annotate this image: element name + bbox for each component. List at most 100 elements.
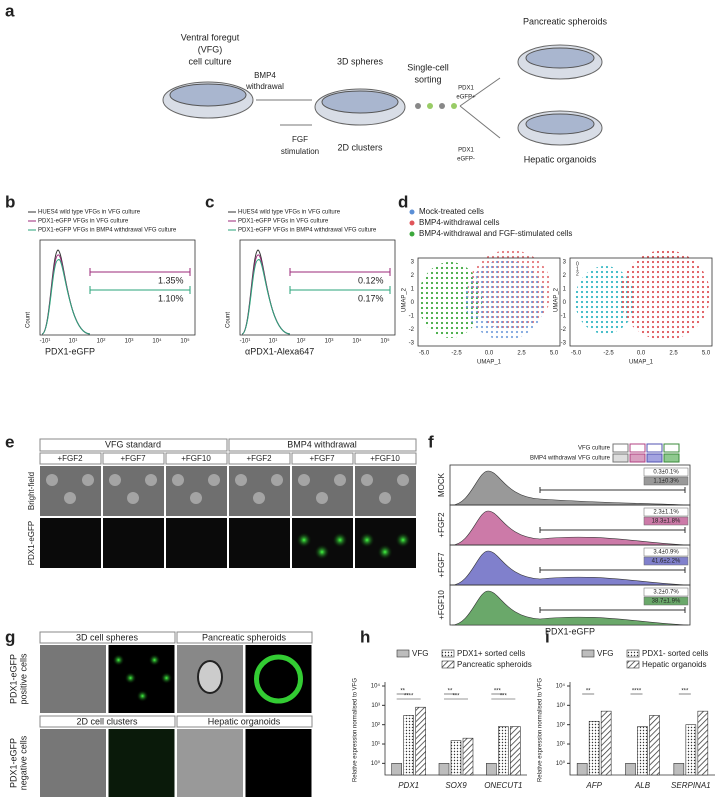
x-tick-label: 10³ <box>125 339 134 345</box>
panel-letter: c <box>205 192 214 211</box>
y-tick-label: 1 <box>563 287 567 293</box>
y-tick-label: 0 <box>411 300 415 306</box>
x-tick-label: ALB <box>634 781 651 790</box>
x-tick-label: 2.5 <box>517 351 526 357</box>
image <box>292 466 353 516</box>
x-tick-label: 10⁵ <box>380 338 390 345</box>
label: cell culture <box>188 56 231 66</box>
panel-a: a Ventral foregut (VFG) cell culture BMP… <box>5 1 608 164</box>
image-detail <box>334 474 346 486</box>
significance-label: *** <box>452 694 460 700</box>
label: withdrawal <box>245 82 284 91</box>
plot-frame <box>569 257 713 347</box>
gate-label: 38.7±1.9% <box>652 599 681 605</box>
x-tick-label: 10³ <box>325 339 334 345</box>
label: Hepatic organoids <box>524 154 597 164</box>
row-label: +FGF7 <box>437 552 446 578</box>
y-tick-label: -2 <box>561 327 567 333</box>
image-detail <box>46 474 58 486</box>
legend-label: Hepatic organoids <box>642 660 706 669</box>
image-detail <box>172 474 184 486</box>
dish <box>169 83 247 107</box>
gate-label: 1.10% <box>158 293 184 303</box>
image-detail <box>208 474 220 486</box>
y-tick-label: 3 <box>411 260 415 266</box>
histogram <box>41 259 91 335</box>
bar <box>462 737 474 776</box>
legend-label: HUES4 wild type VFGs in VFG culture <box>238 210 341 216</box>
column-header: +FGF10 <box>370 454 400 463</box>
group-header: VFG standard <box>105 439 161 449</box>
legend-swatch <box>663 453 680 463</box>
y-tick-label: 2 <box>563 273 567 279</box>
gate <box>89 268 191 276</box>
axis-label: PDX1-eGFP <box>45 346 95 356</box>
gate-box <box>643 507 689 517</box>
gate-box <box>643 547 689 557</box>
legend-label: Pancreatic spheroids <box>457 660 532 669</box>
gate-label: 2.3±1.1% <box>653 510 679 516</box>
image <box>229 466 290 516</box>
header-box <box>176 715 313 728</box>
x-tick-label: ONECUT1 <box>484 781 522 790</box>
row-label: +FGF2 <box>437 512 446 538</box>
dish <box>321 90 399 114</box>
x-tick-label: 10⁴ <box>352 338 362 345</box>
header-box <box>39 438 228 452</box>
gate-label: 0.12% <box>358 275 384 285</box>
label: sorting <box>414 74 441 84</box>
x-tick-label: 5.0 <box>550 351 559 357</box>
row-label: PDX1-eGFP <box>8 738 18 788</box>
x-tick-label: -2.5 <box>451 351 462 357</box>
gate-box <box>643 467 689 477</box>
gate-label: 1.1±0.3% <box>653 479 679 485</box>
legend-label: PDX1-eGFP VFGs in VFG culture <box>238 219 329 225</box>
panel-d: d Mock-treated cells BMP4-withdrawal cel… <box>398 192 710 340</box>
bar <box>649 715 660 776</box>
significance-label: **** <box>632 689 642 695</box>
significance-label: **** <box>404 694 414 700</box>
legend-swatch <box>441 660 455 669</box>
image-detail <box>361 474 373 486</box>
label: FGF <box>292 135 308 144</box>
axis-label: Relative expression normalised to VFG <box>538 678 544 782</box>
image-detail <box>377 544 393 560</box>
label: BMP4 <box>254 71 276 80</box>
y-tick-label: 10² <box>371 722 380 728</box>
gate-label: 0.17% <box>358 293 384 303</box>
header-box <box>354 452 417 465</box>
x-tick-label: -5.0 <box>571 351 582 357</box>
legend-label: BMP4 withdrawal VFG culture <box>530 456 611 462</box>
image-detail <box>160 672 173 684</box>
y-tick-label: 0 <box>563 300 567 306</box>
axis-label: Count <box>26 312 32 328</box>
header-box <box>102 452 165 465</box>
axis-label: UMAP_2 <box>554 287 560 312</box>
x-tick-label: PDX1 <box>398 781 419 790</box>
image-detail <box>136 690 149 702</box>
image-detail <box>379 492 391 504</box>
image <box>108 729 175 797</box>
image <box>355 466 416 516</box>
column-header: +FGF7 <box>120 454 146 463</box>
bar <box>486 763 497 776</box>
axis-label: UMAP_1 <box>629 360 654 366</box>
bar <box>403 715 414 776</box>
gate-label: 3.2±0.7% <box>653 590 679 596</box>
column-header: +FGF10 <box>181 454 211 463</box>
legend-label: VFG <box>597 649 613 658</box>
legend-swatch <box>396 649 410 658</box>
axis-label: Relative expression normalised to VFG <box>353 678 359 782</box>
image <box>229 518 290 568</box>
header-box <box>228 452 291 465</box>
gate-label: 41.6±2.2% <box>652 559 681 565</box>
bar <box>576 763 588 776</box>
header-box <box>176 631 313 644</box>
histogram <box>451 470 689 506</box>
gate-label: 3.4±0.9% <box>653 550 679 556</box>
image <box>166 518 227 568</box>
cluster-key: 2 <box>576 271 579 277</box>
gate <box>289 268 391 276</box>
image-detail <box>314 544 330 560</box>
